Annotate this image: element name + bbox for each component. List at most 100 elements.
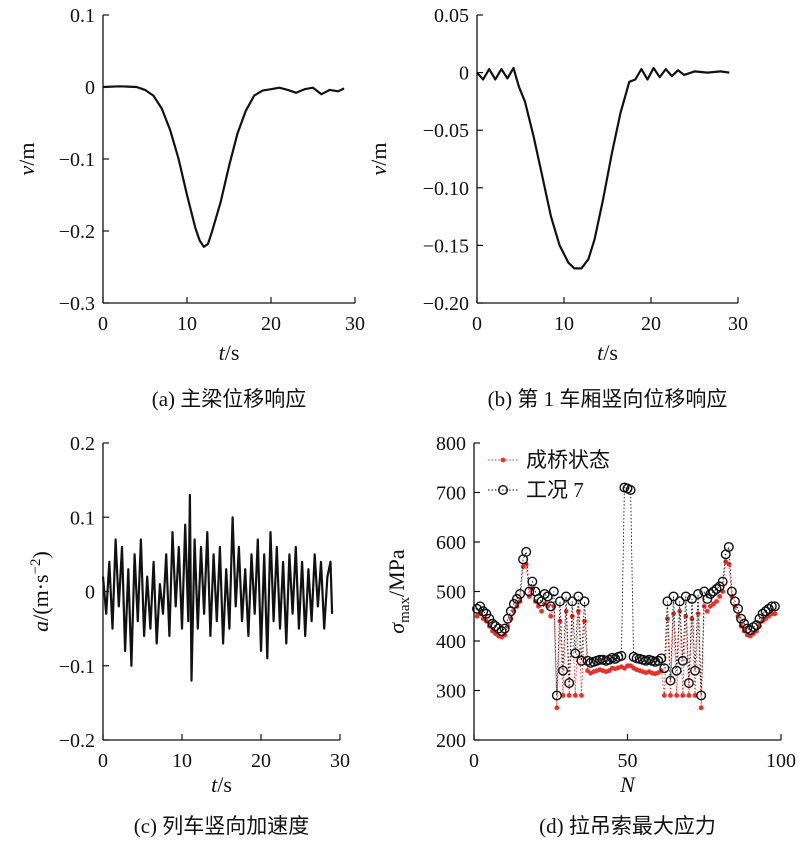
y-tick-label: −0.2: [59, 221, 95, 243]
x-tick-label: 10: [177, 313, 197, 335]
data-point: [570, 648, 581, 659]
x-tick-label: 10: [172, 750, 192, 772]
data-point: [542, 591, 553, 602]
data-point: [686, 693, 692, 698]
data-point: [751, 620, 762, 631]
data-point: [496, 626, 507, 637]
data-point: [508, 598, 519, 609]
data-point: [665, 675, 676, 686]
data-point: [726, 586, 737, 597]
chart-caption: (b) 第 1 车厢竖向位移响应: [488, 387, 728, 411]
data-point: [671, 611, 676, 617]
data-point: [683, 613, 689, 619]
x-axis-label: t/s: [597, 340, 618, 365]
series-line: [476, 66, 730, 270]
data-point: [582, 618, 587, 624]
data-point: [524, 586, 535, 597]
data-point: [560, 693, 566, 698]
data-point: [680, 693, 686, 698]
y-axis-label: a/(m·s−2): [28, 551, 53, 632]
data-point: [554, 705, 560, 711]
data-point: [572, 693, 578, 698]
x-tick-label: 0: [472, 313, 482, 335]
data-point: [511, 593, 522, 604]
y-tick-label: 500: [436, 582, 466, 604]
data-point: [683, 678, 694, 689]
x-axis-label: t/s: [219, 340, 240, 365]
x-tick-label: 30: [330, 750, 350, 772]
data-point: [717, 576, 728, 587]
x-tick-label: 30: [345, 313, 365, 335]
y-tick-label: −0.05: [423, 120, 469, 142]
data-point: [760, 606, 771, 617]
data-point: [702, 593, 713, 604]
y-tick-label: −0.20: [423, 293, 469, 315]
data-point: [692, 693, 698, 698]
y-tick-label: −0.1: [59, 149, 95, 171]
data-point: [714, 599, 719, 604]
chart-b: −0.20 −0.15 −0.10 −0.05 0 0.05 0 10 20 30 t/s v/m (b…: [366, 5, 748, 411]
data-point: [677, 655, 688, 666]
data-point: [708, 586, 719, 597]
chart-caption: (a) 主梁位移响应: [152, 387, 307, 411]
data-point: [557, 618, 563, 624]
data-point: [539, 588, 550, 599]
data-point: [686, 593, 697, 604]
data-point: [698, 705, 704, 711]
data-point: [579, 693, 584, 698]
data-point: [714, 581, 725, 592]
data-point: [695, 611, 701, 617]
data-point: [561, 591, 572, 602]
data-point: [478, 606, 489, 617]
data-point: [689, 616, 695, 622]
data-point: [736, 613, 747, 624]
data-point: [558, 665, 569, 676]
data-point: [674, 596, 685, 607]
legend-marker: [500, 457, 506, 463]
data-point: [515, 588, 526, 599]
y-axis-label: σmax/MPa: [384, 549, 413, 634]
data-point: [566, 693, 572, 698]
data-point: [487, 618, 498, 629]
data-point: [704, 608, 710, 614]
data-point: [690, 665, 701, 676]
x-axis-label: N: [619, 772, 636, 797]
y-axis-label: v/m: [14, 143, 39, 176]
y-tick-label: 0.05: [434, 5, 469, 27]
data-point: [674, 693, 680, 698]
x-axis-label: t/s: [211, 772, 232, 797]
data-point: [653, 655, 664, 666]
x-tick-label: 10: [554, 313, 574, 335]
data-point: [554, 596, 565, 607]
data-point: [757, 608, 768, 619]
data-point: [693, 588, 704, 599]
data-point: [548, 586, 559, 597]
y-tick-label: 800: [436, 433, 466, 455]
data-point: [668, 591, 679, 602]
data-point: [625, 485, 636, 496]
data-point: [616, 650, 627, 661]
x-tick-label: 100: [766, 750, 796, 772]
data-point: [569, 613, 575, 619]
legend-label: 工况 7: [526, 478, 584, 502]
data-point: [661, 693, 667, 698]
series-line: [102, 85, 345, 248]
data-point: [711, 584, 722, 595]
data-point: [696, 690, 707, 701]
x-tick-label: 0: [469, 750, 479, 772]
y-tick-label: 0: [459, 63, 469, 85]
y-tick-label: 300: [436, 681, 466, 703]
data-point: [659, 663, 670, 674]
x-tick-label: 0: [98, 313, 108, 335]
data-point: [573, 591, 584, 602]
data-point: [490, 621, 501, 632]
data-point: [521, 546, 532, 557]
data-point: [481, 608, 492, 619]
data-point: [723, 541, 734, 552]
data-point: [579, 596, 590, 607]
x-tick-label: 0: [98, 750, 108, 772]
chart-caption: (d) 拉吊索最大应力: [539, 814, 716, 838]
data-point: [502, 632, 508, 638]
